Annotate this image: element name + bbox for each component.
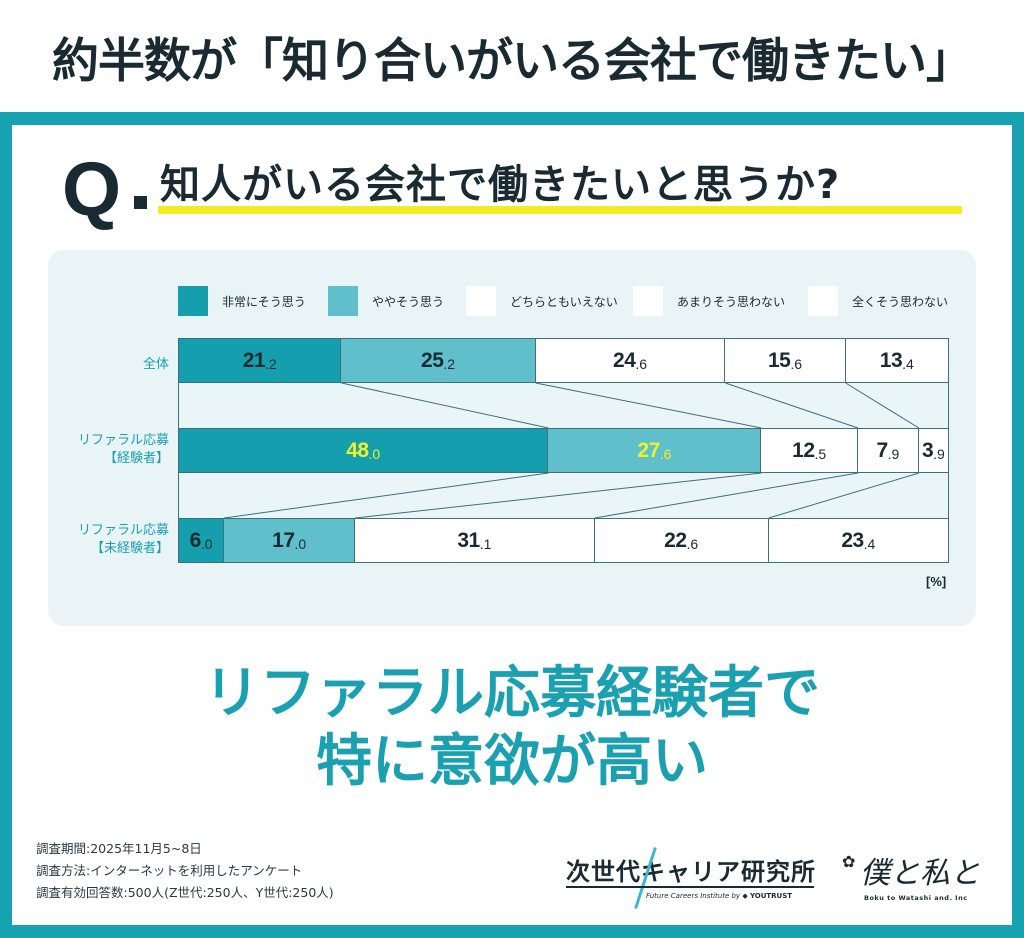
chart-legend: 非常にそう思う ややそう思う どちらともいえない あまりそう思わない 全くそう思… <box>178 286 958 316</box>
legend-item-neutral: どちらともいえない <box>466 286 618 316</box>
footnote-method: 調査方法:インターネットを利用したアンケート <box>36 863 303 878</box>
institute-logo: 次世代キャリア研究所 Future Careers Institute by ◆… <box>566 847 816 909</box>
question-dot <box>134 196 147 209</box>
segment-value-int: 22 <box>664 528 687 552</box>
segment-value-int: 48 <box>346 438 369 462</box>
row-label-line: 全体 <box>142 357 169 372</box>
legend-swatch <box>328 286 358 316</box>
legend-swatch <box>808 286 838 316</box>
segment-value-dec: .4 <box>863 535 876 552</box>
segment-value-int: 12 <box>792 438 815 462</box>
legend-item-strongly-disagree: 全くそう思わない <box>808 286 948 316</box>
legend-item-somewhat-agree: ややそう思う <box>328 286 444 316</box>
segment-value-int: 25 <box>421 348 444 372</box>
segment-value-int: 7 <box>876 438 888 462</box>
bar-segment: 27.6 <box>548 428 762 473</box>
row-label-overall: 全体 <box>143 356 169 374</box>
institute-logo-subtitle: Future Careers Institute by ◆ YOUTRUST <box>646 892 792 900</box>
row-label-line: 【経験者】 <box>103 451 169 466</box>
survey-footnotes: 調査期間:2025年11月5~8日 調査方法:インターネットを利用したアンケート… <box>36 838 334 904</box>
conclusion-line-2: 特に意欲が高い <box>316 729 708 794</box>
footnote-period: 調査期間:2025年11月5~8日 <box>36 841 202 856</box>
stacked-bar-referral-inexperienced: 6.0 17.0 31.1 22.6 23.4 <box>178 518 949 563</box>
legend-swatch <box>178 286 208 316</box>
conclusion-line-1: リファラル応募経験者で <box>204 661 820 726</box>
question-mark-letter: Q <box>62 147 122 232</box>
unit-label: [%] <box>926 574 947 589</box>
segment-value-dec: .6 <box>659 445 672 462</box>
logo-rule <box>566 886 814 888</box>
legend-label: 非常にそう思う <box>222 294 306 309</box>
bar-segment: 23.4 <box>768 518 949 563</box>
bar-segment: 12.5 <box>761 428 858 473</box>
stacked-bar-overall: 21.2 25.2 24.6 15.6 13.4 <box>178 338 949 383</box>
legend-label: どちらともいえない <box>510 294 618 309</box>
legend-item-strongly-agree: 非常にそう思う <box>178 286 306 316</box>
bar-gap <box>178 473 949 518</box>
segment-value-dec: .9 <box>887 445 900 462</box>
question-block: Q 知人がいる会社で働きたいと思うか? <box>62 150 982 230</box>
bar-segment: 13.4 <box>845 338 949 383</box>
segment-value-dec: .2 <box>265 355 277 372</box>
institute-subtitle-text: Future Careers Institute by <box>646 892 741 900</box>
segment-value-int: 15 <box>767 348 791 372</box>
legend-swatch <box>633 286 663 316</box>
row-label-line: 【未経験者】 <box>90 541 169 556</box>
company-logo-script: 僕と私と <box>860 856 980 891</box>
legend-label: ややそう思う <box>372 294 445 309</box>
legend-item-somewhat-disagree: あまりそう思わない <box>633 286 785 316</box>
bar-segment: 6.0 <box>178 518 225 563</box>
bar-segment: 25.2 <box>341 338 536 383</box>
company-logo-subtitle: Boku to Watashi and. Inc <box>864 894 968 902</box>
bar-segment: 48.0 <box>178 428 549 473</box>
bar-segment: 31.1 <box>355 518 595 563</box>
segment-value-dec: .5 <box>814 445 827 462</box>
bar-segment: 17.0 <box>224 518 356 563</box>
segment-value-dec: .0 <box>200 535 213 552</box>
company-logo: ✿ 僕と私と Boku to Watashi and. Inc <box>838 848 998 906</box>
bar-gap <box>178 383 949 428</box>
segment-value-int: 3 <box>921 438 934 462</box>
row-label-line: リファラル応募 <box>77 523 169 538</box>
segment-value-int: 13 <box>879 348 903 372</box>
bar-segment: 7.9 <box>857 428 919 473</box>
segment-value-int: 17 <box>272 528 295 552</box>
bar-segment: 22.6 <box>594 518 769 563</box>
legend-label: あまりそう思わない <box>677 294 786 309</box>
bar-segment: 21.2 <box>178 338 342 383</box>
footnote-respondents: 調査有効回答数:500人(Z世代:250人、Y世代:250人) <box>36 885 334 900</box>
row-label-line: リファラル応募 <box>77 433 169 448</box>
segment-value-int: 31 <box>457 528 480 552</box>
segment-value-dec: .1 <box>479 535 492 552</box>
segment-value-dec: .0 <box>368 445 381 462</box>
segment-value-int: 21 <box>242 348 266 372</box>
segment-value-dec: .4 <box>902 355 914 372</box>
youtrust-mark-icon: ◆ <box>742 892 748 900</box>
institute-logo-title: 次世代キャリア研究所 <box>566 858 816 886</box>
stacked-bar-referral-experienced: 48.0 27.6 12.5 7.9 3.9 <box>178 428 949 473</box>
youtrust-brand: YOUTRUST <box>749 892 793 900</box>
segment-value-dec: .2 <box>443 355 456 372</box>
segment-value-int: 23 <box>841 528 864 552</box>
bar-segment: 24.6 <box>535 338 726 383</box>
segment-value-int: 6 <box>189 528 202 552</box>
legend-label: 全くそう思わない <box>852 294 949 309</box>
bar-segment: 15.6 <box>725 338 846 383</box>
segment-value-int: 24 <box>613 348 636 372</box>
segment-value-dec: .0 <box>294 535 307 552</box>
question-text: 知人がいる会社で働きたいと思うか? <box>160 162 841 208</box>
segment-value-dec: .9 <box>933 445 945 462</box>
segment-value-dec: .6 <box>686 535 699 552</box>
row-label-referral-experienced: リファラル応募 【経験者】 <box>78 432 169 468</box>
segment-value-dec: .6 <box>635 355 648 372</box>
flower-icon: ✿ <box>842 852 856 871</box>
bar-segment: 3.9 <box>918 428 949 473</box>
page-headline: 約半数が「知り合いがいる会社で働きたい」 <box>52 33 973 89</box>
conclusion-text: リファラル応募経験者で 特に意欲が高い <box>0 660 1024 796</box>
question-underline <box>158 206 962 214</box>
segment-value-int: 27 <box>637 438 660 462</box>
segment-value-dec: .6 <box>790 355 803 372</box>
row-label-referral-inexperienced: リファラル応募 【未経験者】 <box>78 522 169 558</box>
legend-swatch <box>466 286 496 316</box>
